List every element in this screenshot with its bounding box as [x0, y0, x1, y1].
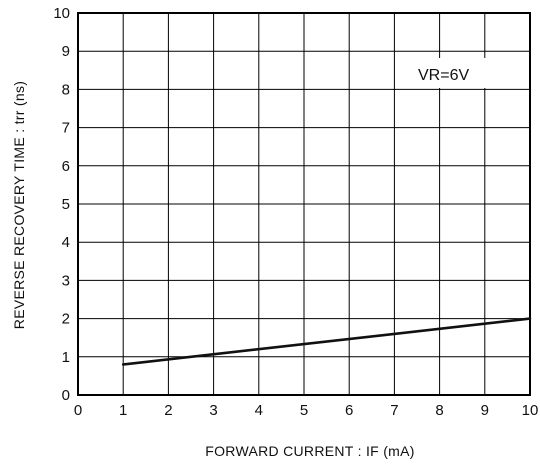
x-tick-labels: 0 1 2 3 4 5 6 7 8 9 10: [74, 402, 539, 419]
y-tick-label: 4: [62, 234, 70, 251]
y-tick-label: 6: [62, 158, 70, 175]
annotation-vr: VR=6V: [418, 67, 469, 84]
y-tick-label: 9: [62, 43, 70, 60]
series-layer: [121, 317, 532, 366]
x-axis-title: FORWARD CURRENT : IF (mA): [205, 443, 414, 459]
x-tick-label: 8: [435, 402, 443, 419]
series-line: [121, 317, 532, 366]
y-tick-label: 1: [62, 349, 70, 366]
y-tick-label: 8: [62, 81, 70, 98]
x-tick-label: 3: [209, 402, 217, 419]
x-tick-label: 7: [390, 402, 398, 419]
y-tick-label: 3: [62, 272, 70, 289]
x-tick-label: 4: [255, 402, 263, 419]
x-tick-label: 5: [300, 402, 308, 419]
y-tick-labels: 0 1 2 3 4 5 6 7 8 9 10: [53, 5, 70, 404]
plot-frame: [77, 12, 531, 396]
x-tick-label: 0: [74, 402, 82, 419]
x-tick-label: 6: [345, 402, 353, 419]
y-tick-label: 5: [62, 196, 70, 213]
y-axis-title: REVERSE RECOVERY TIME : trr (ns): [11, 81, 27, 329]
x-tick-label: 1: [119, 402, 127, 419]
x-tick-label: 9: [481, 402, 489, 419]
grid: [78, 13, 530, 395]
x-tick-label: 2: [164, 402, 172, 419]
y-tick-label: 10: [53, 5, 70, 22]
y-tick-label: 7: [62, 120, 70, 137]
y-tick-label: 0: [62, 387, 70, 404]
annotation-background: [410, 58, 518, 88]
x-tick-label: 10: [522, 402, 539, 419]
y-tick-label: 2: [62, 311, 70, 328]
